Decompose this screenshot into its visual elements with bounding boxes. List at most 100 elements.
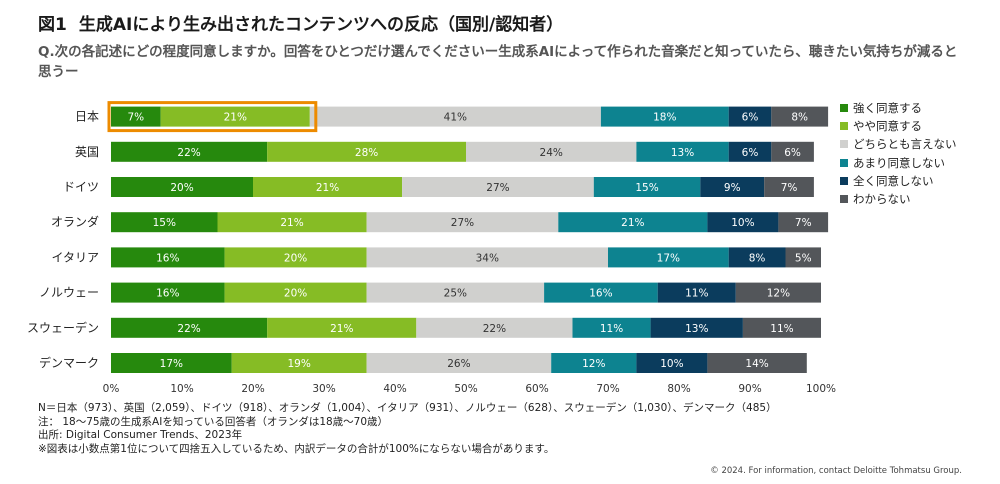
- category-label: デンマーク: [39, 355, 99, 370]
- legend-swatch: [840, 176, 848, 185]
- bar-segment: [416, 317, 573, 338]
- data-label: 28%: [355, 147, 378, 159]
- data-label: 20%: [170, 182, 193, 194]
- legend-label: やや同意する: [853, 119, 922, 134]
- data-label: 25%: [444, 288, 467, 300]
- bar-segment: [544, 282, 658, 303]
- data-label: 13%: [685, 323, 708, 335]
- category-label: スウェーデン: [27, 320, 99, 335]
- x-tick-label: 0%: [103, 383, 120, 395]
- x-tick-label: 90%: [738, 383, 761, 395]
- bar-segment: [572, 317, 651, 338]
- note-sample-size: N＝日本（973）、英国（2,059）、ドイツ（918）、オランダ（1,004）…: [38, 402, 777, 414]
- chart-notes: N＝日本（973）、英国（2,059）、ドイツ（918）、オランダ（1,004）…: [38, 402, 777, 456]
- bar-segment: [778, 212, 829, 233]
- bar-segment: [551, 353, 637, 373]
- legend-label: どちらとも言えない: [853, 137, 957, 152]
- bar-segment: [771, 106, 829, 127]
- legend-item: どちらとも言えない: [840, 135, 957, 153]
- legend-label: 全く同意しない: [853, 173, 934, 188]
- category-label: 日本: [75, 110, 99, 124]
- bar-segment: [728, 247, 786, 268]
- data-label: 11%: [600, 323, 623, 335]
- data-label: 13%: [671, 147, 694, 159]
- legend-swatch: [840, 195, 848, 204]
- bar-segment: [735, 282, 821, 303]
- bar-segment: [366, 212, 559, 233]
- data-label: 27%: [451, 217, 474, 229]
- data-label: 8%: [749, 252, 766, 264]
- bar-segment: [650, 317, 743, 338]
- data-label: 6%: [742, 147, 759, 159]
- data-label: 11%: [770, 323, 793, 335]
- bar-segment: [111, 212, 218, 233]
- bar-segment: [771, 141, 814, 162]
- bar-segment: [558, 212, 708, 233]
- bar-segment: [309, 106, 601, 127]
- bar-segment: [593, 177, 701, 197]
- data-label: 22%: [177, 147, 200, 159]
- data-label: 12%: [582, 358, 605, 370]
- legend-label: あまり同意しない: [853, 155, 945, 170]
- data-label: 27%: [486, 182, 509, 194]
- figure-title: 生成AIにより生み出されたコンテンツへの反応（国別/認知者）: [78, 15, 564, 35]
- bar-segment: [636, 353, 708, 373]
- data-label: 21%: [280, 217, 303, 229]
- data-label: 17%: [160, 358, 183, 370]
- legend-item: 全く同意しない: [840, 172, 957, 190]
- data-label: 7%: [781, 182, 798, 194]
- copyright: © 2024. For information, contact Deloitt…: [710, 466, 962, 476]
- data-label: 15%: [635, 182, 658, 194]
- bar-segment: [742, 317, 821, 338]
- legend-label: 強く同意する: [853, 101, 922, 116]
- data-label: 20%: [284, 288, 307, 300]
- category-label: オランダ: [51, 214, 99, 229]
- legend-swatch: [840, 140, 848, 149]
- figure-number: 図1: [38, 15, 67, 35]
- data-label: 6%: [742, 112, 759, 124]
- data-label: 22%: [483, 323, 506, 335]
- bar-segment: [636, 141, 729, 162]
- bar-segment: [111, 317, 268, 338]
- data-label: 19%: [287, 358, 310, 370]
- data-label: 21%: [316, 182, 339, 194]
- bar-segment: [111, 282, 225, 303]
- legend-label: わからない: [853, 192, 911, 207]
- bar-segment: [657, 282, 736, 303]
- data-label: 5%: [795, 252, 812, 264]
- legend-item: わからない: [840, 190, 957, 208]
- bar-segment: [700, 177, 765, 197]
- bar-segment: [160, 106, 310, 127]
- x-tick-label: 10%: [170, 383, 193, 395]
- note-respondents: 注： 18～75歳の生成系AIを知っている回答者（オランダは18歳～70歳）: [38, 415, 389, 428]
- bar-segment: [366, 353, 552, 373]
- legend-swatch: [840, 104, 848, 113]
- legend-item: やや同意する: [840, 117, 957, 135]
- legend-item: あまり同意しない: [840, 154, 957, 172]
- bar-segment: [707, 212, 779, 233]
- note-source: 出所: Digital Consumer Trends、2023年: [38, 429, 243, 441]
- note-rounding: ※図表は小数点第1位について四捨五入しているため、内訳データの合計が100%にな…: [38, 442, 555, 455]
- x-tick-label: 40%: [383, 383, 406, 395]
- data-label: 7%: [795, 217, 812, 229]
- data-label: 22%: [177, 323, 200, 335]
- chart-title: 図1 生成AIにより生み出されたコンテンツへの反応（国別/認知者）: [38, 10, 563, 35]
- x-tick-label: 100%: [806, 383, 836, 395]
- data-label: 14%: [745, 358, 768, 370]
- data-label: 6%: [784, 147, 801, 159]
- highlight-box: [107, 101, 318, 133]
- x-tick-label: 70%: [596, 383, 619, 395]
- legend-swatch: [840, 122, 848, 131]
- bar-segment: [608, 247, 729, 268]
- x-tick-label: 60%: [525, 383, 548, 395]
- bar-segment: [217, 212, 367, 233]
- data-label: 20%: [284, 252, 307, 264]
- data-label: 7%: [128, 112, 145, 124]
- data-label: 21%: [330, 323, 353, 335]
- data-label: 10%: [731, 217, 754, 229]
- bar-segment: [366, 282, 545, 303]
- category-label: ノルウェー: [39, 286, 99, 300]
- data-label: 21%: [224, 112, 247, 124]
- bar-segment: [466, 141, 637, 162]
